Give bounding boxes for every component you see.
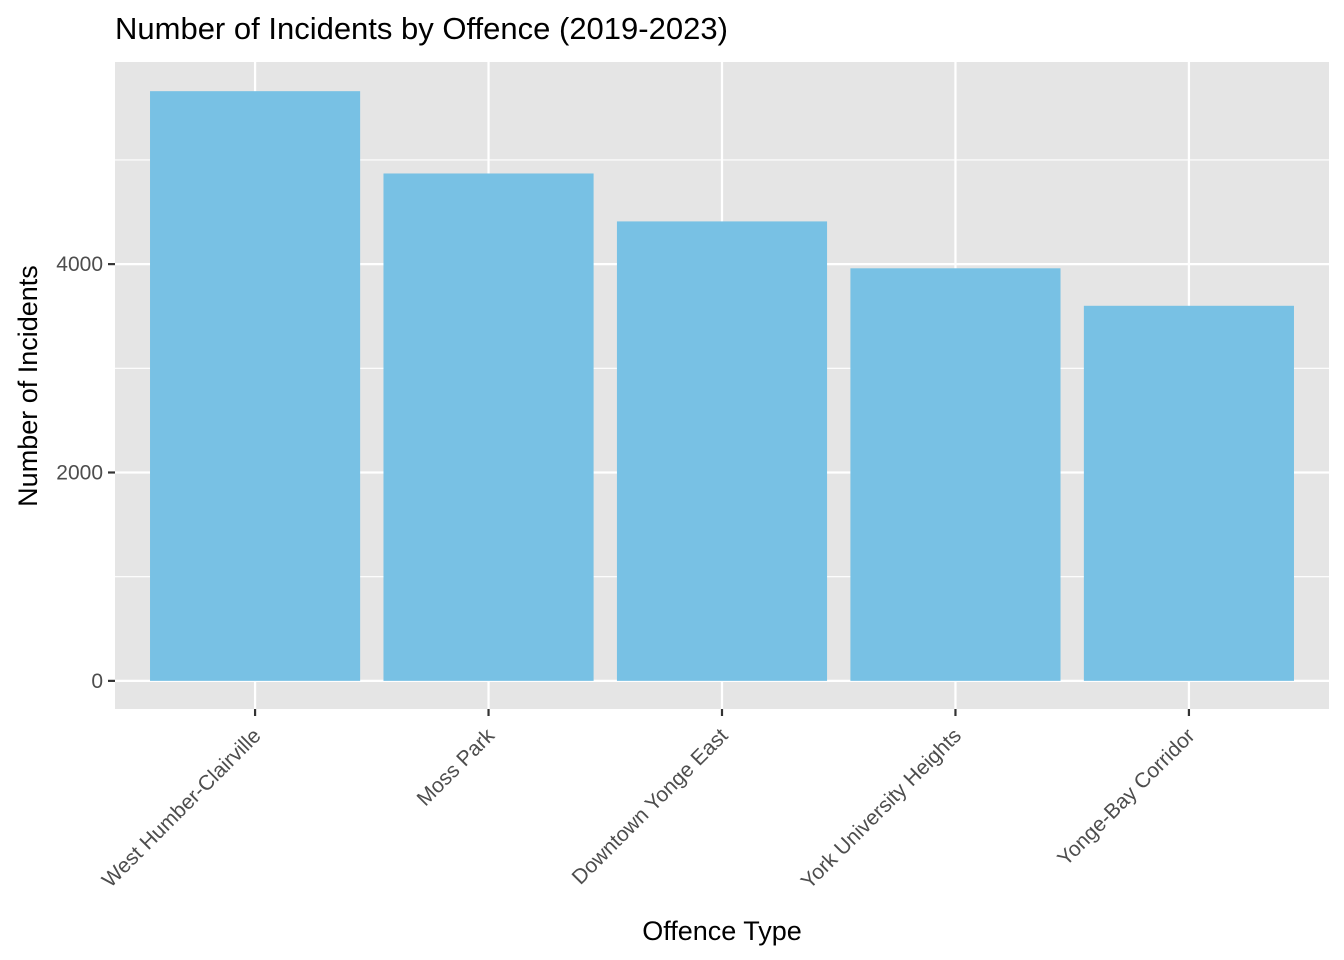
bar: [1083, 305, 1294, 681]
bar: [616, 221, 828, 681]
bar: [383, 173, 594, 681]
y-tick-label: 4000: [56, 253, 103, 276]
x-axis-title: Offence Type: [642, 916, 802, 946]
y-tick-label: 2000: [56, 461, 103, 484]
chart-title: Number of Incidents by Offence (2019-202…: [115, 11, 728, 46]
x-tick-label: York University Heights: [797, 724, 966, 893]
bars: [150, 91, 1294, 681]
bar: [850, 268, 1061, 681]
x-tick-label: Yonge-Bay Corridor: [1053, 724, 1199, 870]
y-tick-label: 0: [91, 670, 103, 693]
bar: [150, 91, 361, 681]
x-tick-label: Moss Park: [413, 724, 500, 811]
x-tick-label: Downtown Yonge East: [568, 724, 733, 889]
y-axis-title: Number of Incidents: [13, 265, 43, 507]
x-tick-label: West Humber-Clairville: [98, 724, 266, 892]
